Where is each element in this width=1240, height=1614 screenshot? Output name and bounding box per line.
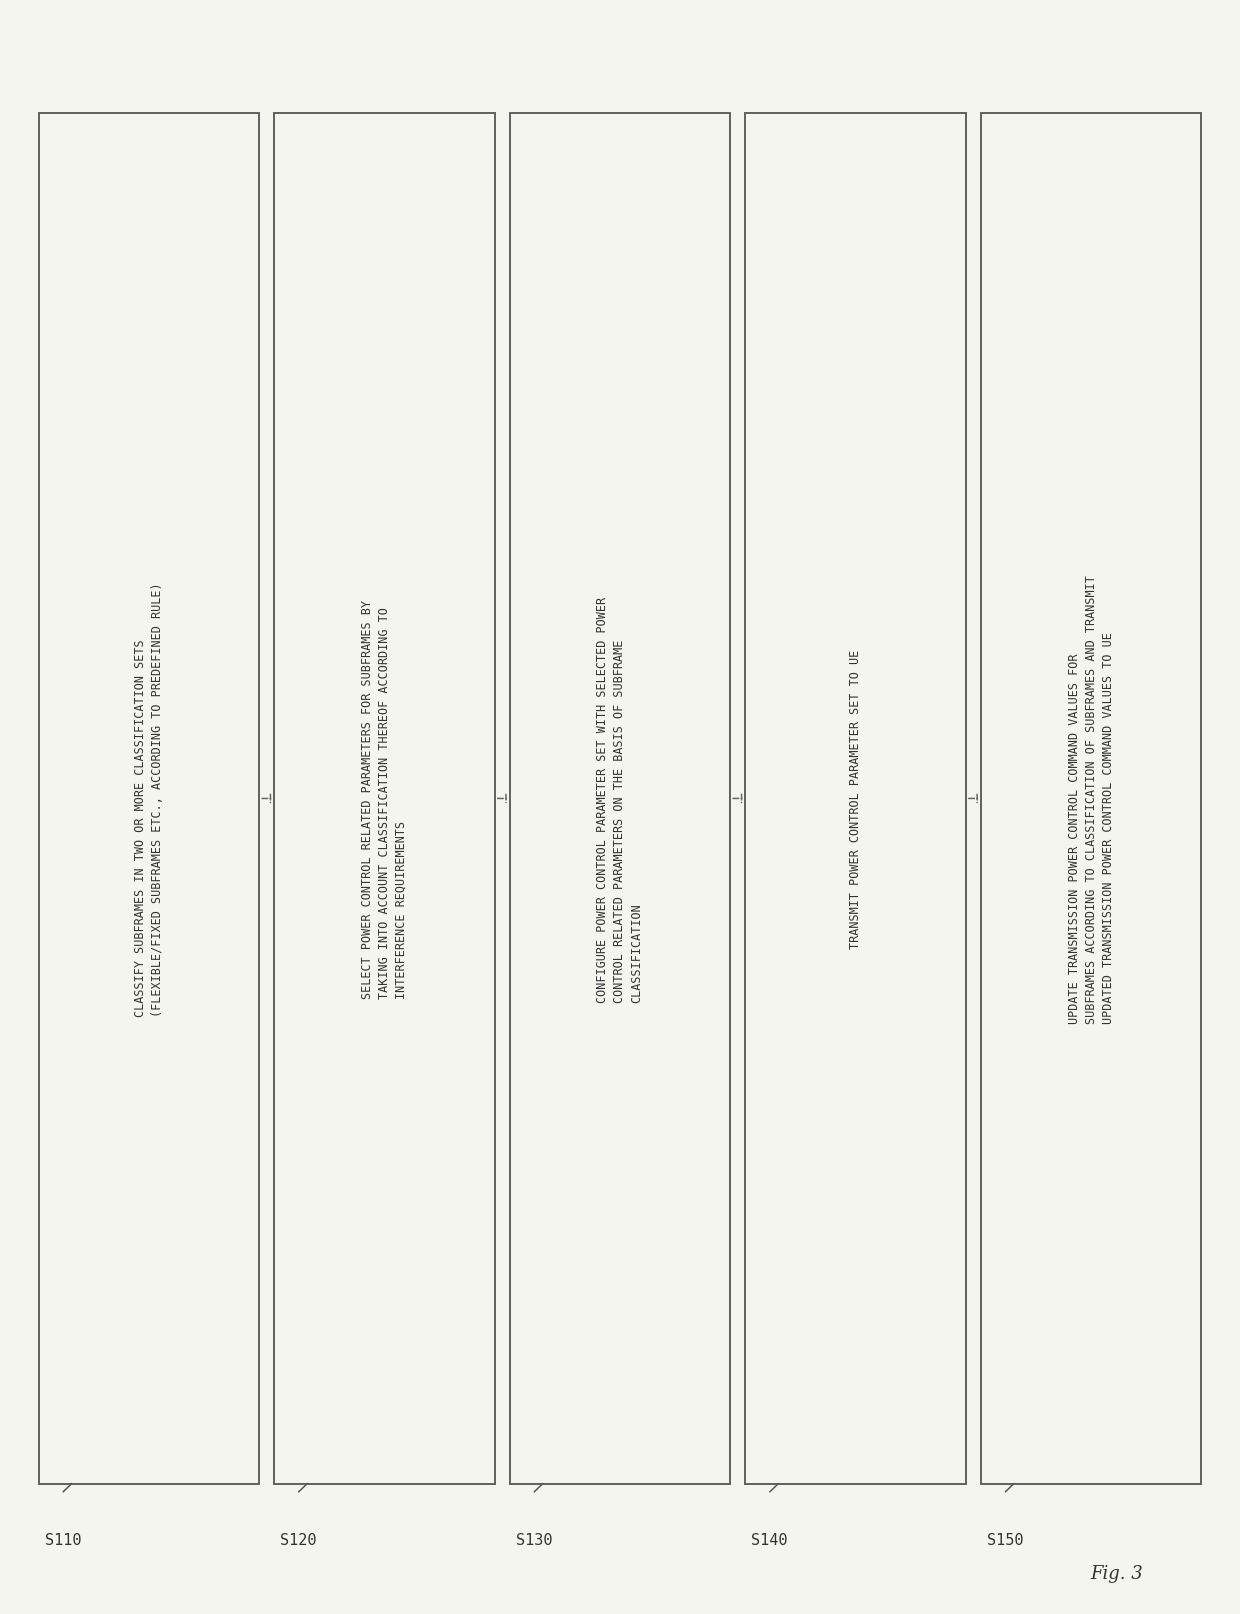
- Text: SELECT POWER CONTROL RELATED PARAMETERS FOR SUBFRAMES BY
TAKING INTO ACCOUNT CLA: SELECT POWER CONTROL RELATED PARAMETERS …: [361, 599, 408, 999]
- Text: S110: S110: [45, 1532, 81, 1548]
- Bar: [38, 115, 259, 1483]
- Text: S150: S150: [987, 1532, 1023, 1548]
- Text: CONFIGURE POWER CONTROL PARAMETER SET WITH SELECTED POWER
CONTROL RELATED PARAME: CONFIGURE POWER CONTROL PARAMETER SET WI…: [596, 596, 644, 1002]
- Bar: [745, 115, 966, 1483]
- Text: CLASSIFY SUBFRAMES IN TWO OR MORE CLASSIFICATION SETS
(FLEXIBLE/FIXED SUBFRAMES : CLASSIFY SUBFRAMES IN TWO OR MORE CLASSI…: [134, 581, 164, 1017]
- Text: UPDATE TRANSMISSION POWER CONTROL COMMAND VALUES FOR
SUBFRAMES ACCORDING TO CLAS: UPDATE TRANSMISSION POWER CONTROL COMMAN…: [1068, 575, 1115, 1023]
- Text: S130: S130: [516, 1532, 552, 1548]
- Text: S140: S140: [751, 1532, 787, 1548]
- Text: Fig. 3: Fig. 3: [1090, 1564, 1143, 1582]
- Bar: [510, 115, 730, 1483]
- Text: S120: S120: [280, 1532, 316, 1548]
- Text: TRANSMIT POWER CONTROL PARAMETER SET TO UE: TRANSMIT POWER CONTROL PARAMETER SET TO …: [849, 649, 862, 949]
- Bar: [274, 115, 495, 1483]
- Bar: [981, 115, 1202, 1483]
